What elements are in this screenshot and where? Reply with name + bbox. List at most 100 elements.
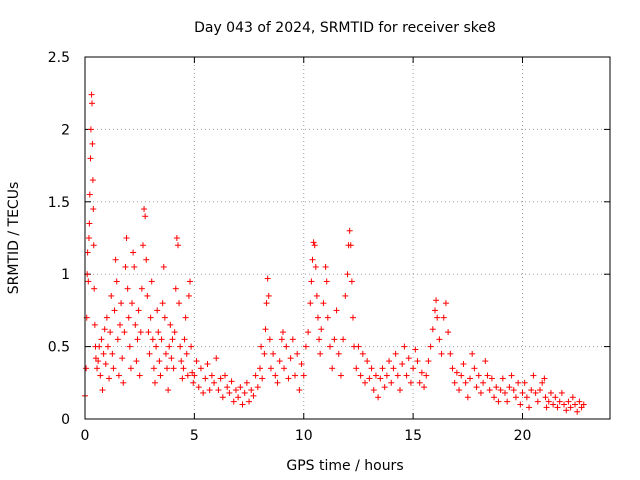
data-point [101, 326, 108, 333]
data-point [502, 389, 508, 396]
data-point [377, 375, 384, 382]
data-point [146, 350, 153, 357]
data-point [495, 398, 502, 405]
data-point [453, 369, 460, 376]
data-point [170, 365, 177, 372]
data-point [281, 365, 288, 372]
data-point [401, 343, 408, 350]
data-point [126, 343, 133, 350]
data-point [296, 387, 303, 394]
data-point [438, 350, 445, 357]
data-point [112, 256, 119, 263]
data-point [305, 329, 312, 336]
data-point [88, 91, 95, 98]
y-tick-label: 1 [61, 267, 70, 283]
data-points [82, 91, 587, 415]
data-point [183, 350, 190, 357]
data-point [243, 379, 250, 386]
data-point [327, 343, 333, 350]
data-point [239, 401, 246, 408]
data-point [318, 326, 325, 333]
data-point [103, 314, 110, 321]
data-point [167, 321, 174, 328]
data-point [416, 379, 423, 386]
data-point [152, 379, 158, 386]
data-point [307, 300, 314, 307]
data-point [134, 336, 141, 343]
data-point [499, 375, 506, 382]
data-point [90, 206, 97, 213]
data-point [182, 314, 189, 321]
data-point [191, 372, 198, 379]
data-point [124, 285, 131, 292]
data-point [410, 365, 417, 372]
data-point [211, 379, 218, 386]
data-point [512, 394, 519, 401]
data-point [433, 297, 440, 304]
data-point [145, 329, 152, 336]
data-point [89, 140, 96, 147]
data-point [521, 379, 528, 386]
data-point [131, 263, 138, 270]
data-point [215, 387, 222, 394]
data-point [460, 360, 467, 367]
data-point [388, 379, 395, 386]
data-point [440, 314, 447, 321]
data-point [314, 314, 321, 321]
data-point [317, 350, 324, 357]
y-axis-label: SRMTID / TECUs [6, 182, 22, 295]
data-point [104, 343, 111, 350]
data-point [383, 372, 390, 379]
data-point [324, 314, 331, 321]
data-point [87, 155, 94, 162]
data-point [219, 394, 226, 401]
data-point [491, 394, 498, 401]
data-point [204, 360, 211, 367]
data-point [91, 285, 98, 292]
data-point [333, 307, 340, 314]
data-point [162, 350, 169, 357]
data-point [449, 365, 456, 372]
data-point [83, 365, 90, 372]
data-point [386, 358, 393, 365]
data-point [265, 292, 272, 299]
data-point [254, 384, 261, 391]
data-point [523, 394, 530, 401]
data-point [130, 249, 137, 256]
data-point [147, 314, 154, 321]
data-point [517, 401, 524, 408]
data-point [97, 372, 104, 379]
data-point [133, 358, 140, 365]
data-point [537, 387, 543, 394]
data-point [226, 389, 233, 396]
data-point [89, 177, 96, 184]
data-point [241, 389, 248, 396]
data-point [115, 372, 122, 379]
data-point [279, 329, 286, 336]
data-point [230, 398, 237, 405]
data-point [543, 404, 550, 411]
data-point [567, 404, 574, 411]
data-point [530, 372, 537, 379]
data-point [372, 372, 379, 379]
data-point [563, 407, 570, 414]
x-tick-label: 10 [295, 428, 313, 444]
data-point [508, 372, 515, 379]
data-point [418, 369, 425, 376]
data-point [168, 355, 175, 362]
data-point [390, 365, 397, 372]
data-point [308, 278, 315, 285]
data-point [91, 321, 98, 328]
data-point [545, 398, 552, 405]
data-point [556, 398, 563, 405]
data-point [213, 355, 220, 362]
data-point [526, 404, 533, 411]
y-tick-label: 0.5 [48, 340, 70, 356]
data-point [264, 275, 271, 282]
data-point [99, 387, 106, 394]
data-point [506, 384, 513, 391]
data-point [442, 300, 449, 307]
data-point [558, 389, 565, 396]
data-point [425, 358, 432, 365]
y-tick-label: 2.5 [48, 50, 70, 66]
